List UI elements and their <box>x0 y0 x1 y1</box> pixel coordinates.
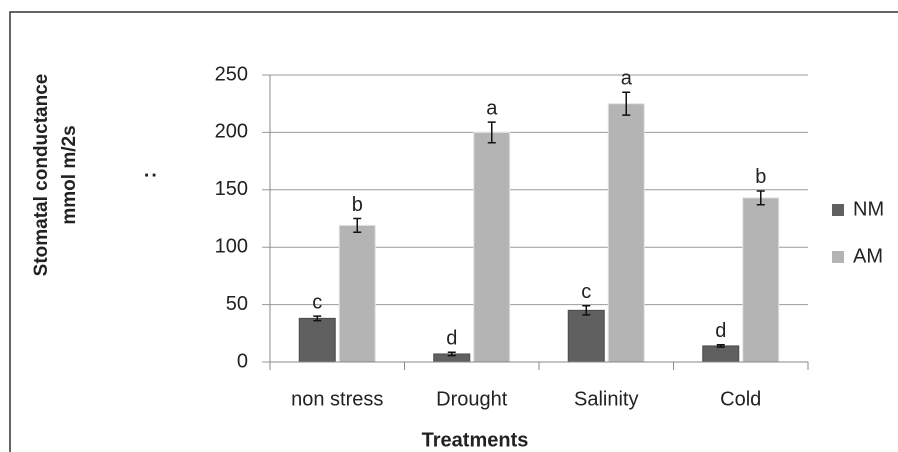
x-tick-label: Cold <box>720 388 761 410</box>
significance-letter: d <box>715 320 726 342</box>
significance-letter: c <box>581 281 591 303</box>
error-bar <box>622 91 631 116</box>
bar <box>702 345 740 363</box>
y-tick-label: 50 <box>226 293 248 315</box>
x-tick-label: Drought <box>436 388 508 410</box>
legend-label: AM <box>853 245 883 267</box>
y-axis-label: mmol m/2s <box>59 125 80 224</box>
y-tick-label: 0 <box>237 350 248 372</box>
error-bar <box>353 217 362 234</box>
y-tick-label: 150 <box>215 178 248 200</box>
error-bar <box>756 190 765 206</box>
error-bar <box>716 344 725 348</box>
error-bar <box>487 121 496 144</box>
legend-swatch <box>832 251 844 263</box>
bar <box>298 317 336 363</box>
significance-letter: d <box>446 328 457 350</box>
y-tick-label: 100 <box>215 235 248 257</box>
x-tick-label: Salinity <box>574 388 638 410</box>
bar <box>473 131 511 363</box>
significance-letter: b <box>755 166 766 188</box>
y-tick-label: 200 <box>215 121 248 143</box>
y-note: : <box>138 172 160 179</box>
x-tick-label: non stress <box>291 388 383 410</box>
bar <box>742 197 780 363</box>
significance-letter: c <box>312 291 322 313</box>
legend-label: NM <box>853 198 884 220</box>
error-bar <box>313 315 322 322</box>
bar <box>567 309 605 363</box>
significance-letter: a <box>486 97 498 119</box>
significance-letter: b <box>352 194 363 216</box>
error-bar <box>447 351 456 357</box>
bar <box>607 103 645 363</box>
frame <box>9 11 898 452</box>
legend-swatch <box>832 204 844 216</box>
y-tick-label: 250 <box>215 63 248 85</box>
significance-letter: a <box>621 68 633 90</box>
error-bar <box>582 304 591 316</box>
x-axis-label: Treatments <box>422 429 529 451</box>
y-axis-label: Stomatal conductance <box>31 74 52 277</box>
bar <box>338 224 376 363</box>
